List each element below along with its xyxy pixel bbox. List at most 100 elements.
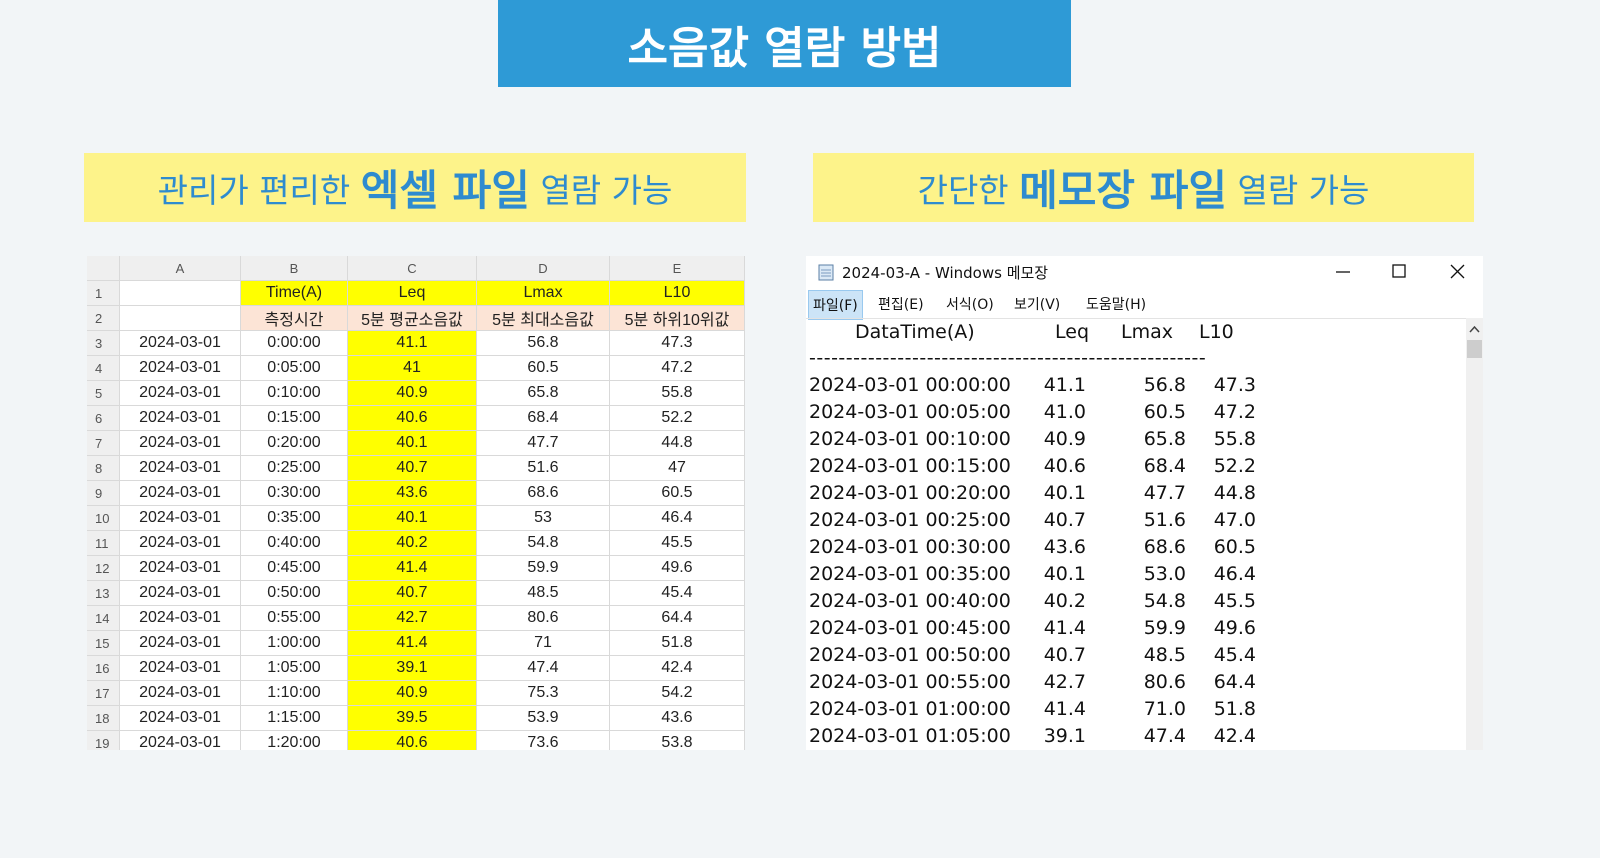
data-cell: 0:45:00 bbox=[241, 556, 348, 581]
value-text: 71.0 bbox=[1143, 698, 1186, 720]
datetime-text: 2024-03-01 01:05:00 bbox=[809, 725, 1011, 747]
empty-cell bbox=[120, 281, 241, 306]
value-text: 54.8 bbox=[1143, 590, 1186, 612]
value-text: 51.8 bbox=[1213, 698, 1256, 720]
menu-item[interactable]: 도움말(H) bbox=[1086, 297, 1147, 313]
menu-item[interactable]: 편집(E) bbox=[878, 297, 924, 313]
data-cell: 41 bbox=[348, 356, 477, 381]
data-cell: 0:30:00 bbox=[241, 481, 348, 506]
value-text: 41.1 bbox=[1043, 374, 1086, 396]
data-cell: 59.9 bbox=[477, 556, 610, 581]
datetime-text: 2024-03-01 01:00:00 bbox=[809, 698, 1011, 720]
data-cell: 0:10:00 bbox=[241, 381, 348, 406]
subtitle-text: 관리가 편리한 bbox=[157, 170, 361, 210]
row-number: 18 bbox=[87, 706, 120, 731]
empty-cell bbox=[120, 306, 241, 331]
datetime-text: 2024-03-01 00:40:00 bbox=[809, 590, 1011, 612]
row-number: 17 bbox=[87, 681, 120, 706]
data-cell: 2024-03-01 bbox=[120, 381, 241, 406]
column-title: Time(A) bbox=[241, 281, 348, 306]
data-cell: 45.4 bbox=[610, 581, 745, 606]
value-text: 44.8 bbox=[1213, 482, 1256, 504]
row-number: 15 bbox=[87, 631, 120, 656]
data-cell: 40.7 bbox=[348, 456, 477, 481]
data-cell: 40.2 bbox=[348, 531, 477, 556]
datetime-text: 2024-03-01 00:15:00 bbox=[809, 455, 1011, 477]
data-cell: 2024-03-01 bbox=[120, 681, 241, 706]
row-number: 5 bbox=[87, 381, 120, 406]
title-banner: 소음값 열람 방법 bbox=[498, 0, 1071, 87]
data-cell: 53.8 bbox=[610, 731, 745, 750]
data-cell: 2024-03-01 bbox=[120, 731, 241, 750]
column-title: L10 bbox=[610, 281, 745, 306]
datetime-text: 2024-03-01 00:55:00 bbox=[809, 671, 1011, 693]
data-cell: 47.3 bbox=[610, 331, 745, 356]
column-description: 5분 최대소음값 bbox=[477, 306, 610, 331]
subtitle-emphasis: 메모장 파일 bbox=[1019, 166, 1227, 215]
data-cell: 73.6 bbox=[477, 731, 610, 750]
value-text: 41.0 bbox=[1043, 401, 1086, 423]
text-area: DataTime(A) Leq Lmax L10 -------------------… bbox=[806, 318, 1466, 750]
row-number: 7 bbox=[87, 431, 120, 456]
row-number: 14 bbox=[87, 606, 120, 631]
data-cell: 40.6 bbox=[348, 731, 477, 750]
data-cell: 47.4 bbox=[477, 656, 610, 681]
notepad-window: 2024-03-A - Windows 메모장 파일(F) 편집(E) 서식(O) 보… bbox=[806, 256, 1483, 750]
data-cell: 60.5 bbox=[477, 356, 610, 381]
value-text: 40.7 bbox=[1043, 509, 1086, 531]
window-controls bbox=[1316, 256, 1483, 288]
menu-item[interactable]: 서식(O) bbox=[946, 297, 994, 313]
value-text: 43.6 bbox=[1043, 536, 1086, 558]
minimize-button[interactable] bbox=[1316, 256, 1372, 288]
value-text: 39.1 bbox=[1043, 725, 1086, 747]
data-cell: 51.6 bbox=[477, 456, 610, 481]
column-header: C bbox=[348, 256, 477, 281]
data-cell: 41.4 bbox=[348, 631, 477, 656]
data-cell: 60.5 bbox=[610, 481, 745, 506]
column-heading: Leq bbox=[1055, 321, 1090, 343]
data-cell: 1:05:00 bbox=[241, 656, 348, 681]
menu-bar: 파일(F) 편집(E) 서식(O) 보기(V) 도움말(H) bbox=[806, 290, 1483, 320]
separator-line: ----------------------------------------… bbox=[809, 347, 1207, 369]
data-cell: 47.2 bbox=[610, 356, 745, 381]
value-text: 60.5 bbox=[1213, 536, 1256, 558]
data-cell: 47.7 bbox=[477, 431, 610, 456]
value-text: 68.4 bbox=[1143, 455, 1186, 477]
data-cell: 2024-03-01 bbox=[120, 506, 241, 531]
data-cell: 40.9 bbox=[348, 381, 477, 406]
value-text: 52.2 bbox=[1213, 455, 1256, 477]
data-cell: 2024-03-01 bbox=[120, 356, 241, 381]
value-text: 42.4 bbox=[1213, 725, 1256, 747]
excel-sheet: A B C D E 1 2 3 4 5 6 7 8 9 10 11 12 13 14 15 16 17 18 19 Time(A… bbox=[87, 256, 745, 750]
value-text: 45.4 bbox=[1213, 644, 1256, 666]
data-cell: 39.5 bbox=[348, 706, 477, 731]
row-number: 11 bbox=[87, 531, 120, 556]
datetime-text: 2024-03-01 00:45:00 bbox=[809, 617, 1011, 639]
menu-item[interactable]: 파일(F) bbox=[808, 290, 863, 320]
data-cell: 2024-03-01 bbox=[120, 531, 241, 556]
data-cell: 48.5 bbox=[477, 581, 610, 606]
notepad-subtitle: 간단한 메모장 파일 열람 가능 bbox=[813, 153, 1474, 222]
value-text: 55.8 bbox=[1213, 428, 1256, 450]
scrollbar[interactable] bbox=[1466, 318, 1483, 750]
value-text: 45.5 bbox=[1213, 590, 1256, 612]
data-cell: 42.7 bbox=[348, 606, 477, 631]
data-cell: 2024-03-01 bbox=[120, 331, 241, 356]
data-cell: 39.1 bbox=[348, 656, 477, 681]
maximize-button[interactable] bbox=[1372, 256, 1428, 288]
data-cell: 2024-03-01 bbox=[120, 656, 241, 681]
value-text: 40.9 bbox=[1043, 428, 1086, 450]
row-number: 10 bbox=[87, 506, 120, 531]
menu-item[interactable]: 보기(V) bbox=[1014, 297, 1061, 313]
column-description: 측정시간 bbox=[241, 306, 348, 331]
row-number: 9 bbox=[87, 481, 120, 506]
close-button[interactable] bbox=[1428, 256, 1483, 288]
column-header: E bbox=[610, 256, 745, 281]
subtitle-text: 열람 가능 bbox=[529, 170, 673, 210]
value-text: 41.4 bbox=[1043, 698, 1086, 720]
data-cell: 2024-03-01 bbox=[120, 556, 241, 581]
row-number: 4 bbox=[87, 356, 120, 381]
data-cell: 65.8 bbox=[477, 381, 610, 406]
subtitle-text: 열람 가능 bbox=[1226, 170, 1370, 210]
